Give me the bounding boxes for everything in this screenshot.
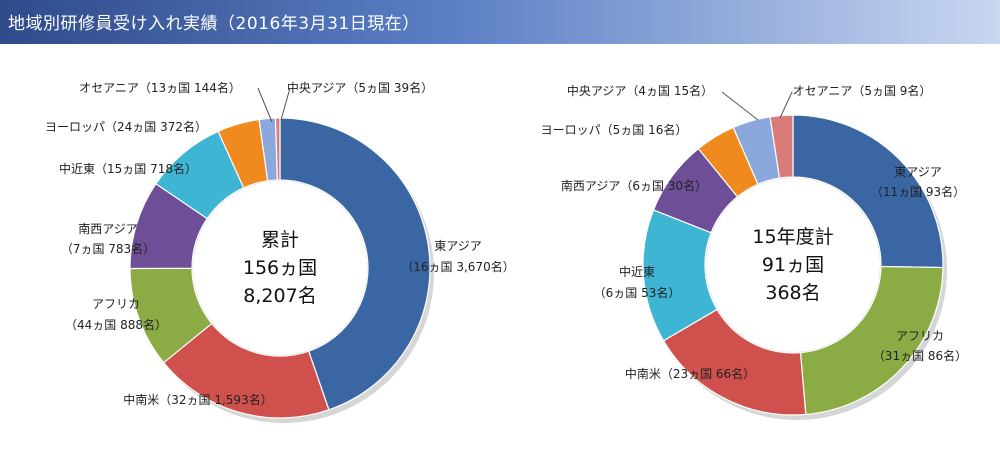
slice-label-name: 南西アジア	[78, 221, 138, 236]
slice-label-name: 中近東	[619, 264, 655, 279]
center-text: 91ヵ国	[762, 254, 824, 276]
slice-1	[792, 114, 944, 269]
center-text: 368名	[765, 282, 820, 304]
leader-line	[721, 91, 759, 121]
leader-line	[257, 87, 273, 123]
slice-label-detail: （16ヵ国 3,670名）	[401, 259, 514, 274]
slice-label: ヨーロッパ（5ヵ国 16名）	[541, 122, 688, 137]
donut-chart-1: 累計 156ヵ国 8,207名 東アジア （16ヵ国 3,670名） 中南米（32ヵ国 1…	[45, 80, 515, 423]
donut-chart-2: 15年度計 91ヵ国 368名 東アジア （11ヵ国 93名） アフリカ （31ヵ国 86名…	[541, 83, 967, 420]
slice-label-detail: （31ヵ国 86名）	[873, 348, 967, 363]
slice-label-name: アフリカ	[896, 329, 944, 343]
slice-label-detail: （44ヵ国 888名）	[65, 317, 167, 332]
leader-line	[779, 91, 793, 119]
center-text: 累計	[261, 229, 299, 251]
slice-label: 中南米（23ヵ国 66名）	[625, 366, 755, 381]
center-text: 8,207名	[243, 285, 316, 307]
center-text: 156ヵ国	[243, 257, 317, 279]
page-title: 地域別研修員受け入れ実績（2016年3月31日現在）	[8, 14, 420, 34]
slice-label: オセアニア（5ヵ国 9名）	[793, 83, 932, 98]
slice-label: 中央アジア（5ヵ国 39名）	[287, 80, 433, 95]
slice-label: 中南米（32ヵ国 1,593名）	[123, 392, 272, 407]
donut-hole	[706, 178, 880, 352]
slice-label-detail: （11ヵ国 93名）	[871, 184, 965, 199]
center-text: 15年度計	[752, 226, 833, 248]
slice-label: オセアニア（13ヵ国 144名）	[79, 80, 241, 95]
slice-2	[799, 265, 944, 416]
slice-label-name: 東アジア	[434, 239, 482, 253]
donut-hole	[193, 181, 367, 355]
slice-label: ヨーロッパ（24ヵ国 372名）	[45, 119, 207, 134]
slice-label-name: アフリカ	[92, 297, 140, 311]
slice-label: 中近東（15ヵ国 718名）	[59, 161, 197, 176]
slice-8	[274, 117, 281, 181]
slice-8	[769, 114, 794, 179]
slice-label-detail: （7ヵ国 783名）	[61, 241, 155, 256]
slice-label: 南西アジア（6ヵ国 30名）	[561, 178, 707, 193]
title-bar: 地域別研修員受け入れ実績（2016年3月31日現在）	[0, 0, 1000, 44]
slice-label-name: 東アジア	[894, 165, 942, 179]
slice-1	[279, 117, 431, 411]
leader-line	[280, 87, 291, 121]
slice-label: 中央アジア（4ヵ国 15名）	[567, 83, 713, 98]
slice-label-detail: （6ヵ国 53名）	[594, 285, 681, 300]
